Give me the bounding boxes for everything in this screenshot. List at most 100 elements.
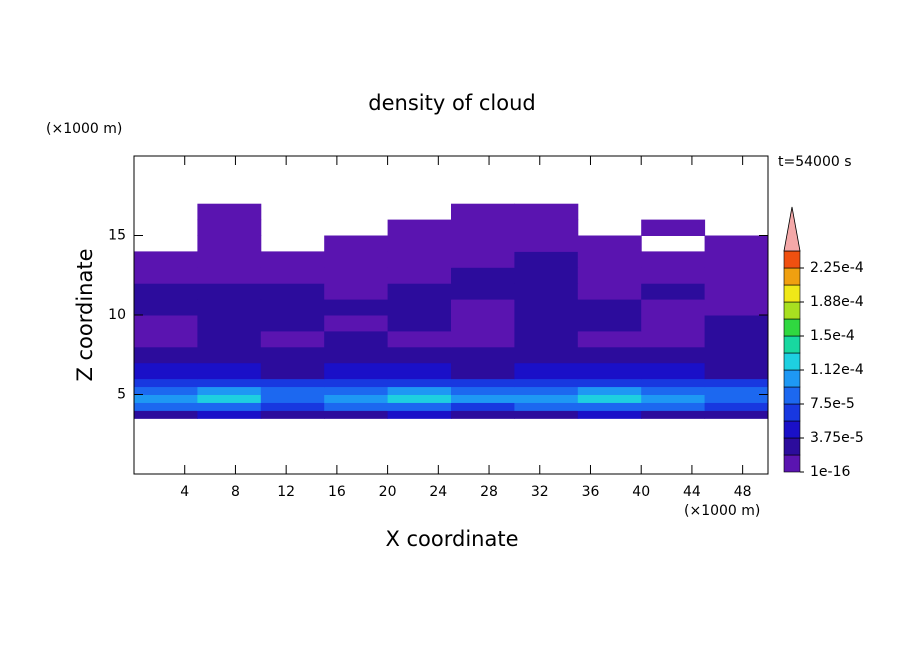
contour-cell <box>260 330 325 348</box>
contour-cell <box>641 251 706 268</box>
contour-cell <box>451 378 515 388</box>
contour-cell <box>134 283 198 300</box>
contour-cell <box>197 410 262 419</box>
time-label: t=54000 s <box>778 154 852 170</box>
contour-cell <box>577 315 642 332</box>
contour-cell <box>324 410 389 419</box>
contour-cell <box>514 203 579 221</box>
contour-cell <box>704 267 769 284</box>
colorbar-band <box>783 250 801 269</box>
contour-cell <box>324 394 389 403</box>
contour-cell <box>577 394 642 403</box>
colorbar-band <box>783 437 801 456</box>
y-tick-label: 10 <box>108 307 126 323</box>
colorbar-band <box>783 386 801 405</box>
contour-cell <box>260 299 325 316</box>
contour-cell <box>641 402 706 411</box>
contour-cell <box>324 283 389 300</box>
contour-cell <box>134 410 198 419</box>
contour-cell <box>324 378 389 388</box>
x-axis-label: X coordinate <box>385 527 518 551</box>
x-tick-label: 4 <box>180 484 189 500</box>
contour-cell <box>134 267 198 284</box>
contour-cell <box>514 283 579 300</box>
colorbar-tick-label: 2.25e-4 <box>810 260 864 276</box>
contour-cell <box>197 386 262 395</box>
colorbar-tick-label: 1.88e-4 <box>810 294 864 310</box>
contour-cell <box>641 362 706 380</box>
contour-cell <box>324 251 389 268</box>
contour-cell <box>704 378 769 388</box>
y-tick-label: 5 <box>117 387 126 403</box>
contour-cell <box>134 362 198 380</box>
contour-cell <box>134 386 198 395</box>
y-tick-label: 15 <box>108 228 126 244</box>
contour-cell <box>197 251 262 268</box>
x-tick-label: 32 <box>531 484 549 500</box>
contour-cell <box>197 330 262 348</box>
contour-cell <box>324 346 389 364</box>
x-tick-label: 16 <box>328 484 346 500</box>
x-unit: (×1000 m) <box>684 503 760 519</box>
contour-cell <box>514 219 579 236</box>
contour-cell <box>641 410 706 419</box>
contour-cell <box>260 251 325 268</box>
contour-cell <box>134 315 198 332</box>
contour-cell <box>387 251 452 268</box>
contour-cell <box>324 315 389 332</box>
contour-cell <box>704 251 769 268</box>
contour-cell <box>134 378 198 388</box>
contour-cell <box>641 315 706 332</box>
contour-cell <box>387 402 452 411</box>
contour-cell <box>197 219 262 236</box>
y-unit: (×1000 m) <box>46 121 122 137</box>
colorbar-tick-label: 7.5e-5 <box>810 396 855 412</box>
contour-cell <box>324 402 389 411</box>
contour-cell <box>197 378 262 388</box>
x-tick-label: 24 <box>429 484 447 500</box>
contour-cell <box>260 402 325 411</box>
colorbar-band <box>783 403 801 422</box>
contour-cell <box>577 362 642 380</box>
contour-cell <box>514 330 579 348</box>
contour-cell <box>197 402 262 411</box>
contour-cell <box>641 394 706 403</box>
contour-cell <box>197 267 262 284</box>
contour-cell <box>577 299 642 316</box>
contour-cell <box>324 235 389 252</box>
contour-cell <box>324 267 389 284</box>
contour-cell <box>260 315 325 332</box>
colorbar-band <box>783 301 801 320</box>
contour-cell <box>260 346 325 364</box>
contour-cell <box>704 346 769 364</box>
contour-cell <box>451 386 515 395</box>
contour-cell <box>704 299 769 316</box>
contour-cell <box>641 267 706 284</box>
x-tick-label: 44 <box>683 484 701 500</box>
contour-cell <box>451 394 515 403</box>
contour-cell <box>704 410 769 419</box>
contour-cell <box>451 402 515 411</box>
contour-cell <box>641 330 706 348</box>
colorbar-extend <box>783 206 801 252</box>
contour-cell <box>387 378 452 388</box>
contour-cell <box>514 235 579 252</box>
contour-cell <box>451 410 515 419</box>
contour-cell <box>387 362 452 380</box>
contour-cell <box>704 315 769 332</box>
contour-cell <box>260 283 325 300</box>
contour-cell <box>577 235 642 252</box>
contour-cell <box>387 267 452 284</box>
x-tick-label: 40 <box>632 484 650 500</box>
contour-cell <box>451 330 515 348</box>
colorbar-band <box>783 369 801 388</box>
contour-cell <box>704 283 769 300</box>
contour-cell <box>577 267 642 284</box>
x-tick-label: 28 <box>480 484 498 500</box>
colorbar-tick-label: 3.75e-5 <box>810 430 864 446</box>
contour-cell <box>514 251 579 268</box>
x-tick-label: 8 <box>231 484 240 500</box>
contour-cell <box>577 330 642 348</box>
contour-cell <box>387 410 452 419</box>
